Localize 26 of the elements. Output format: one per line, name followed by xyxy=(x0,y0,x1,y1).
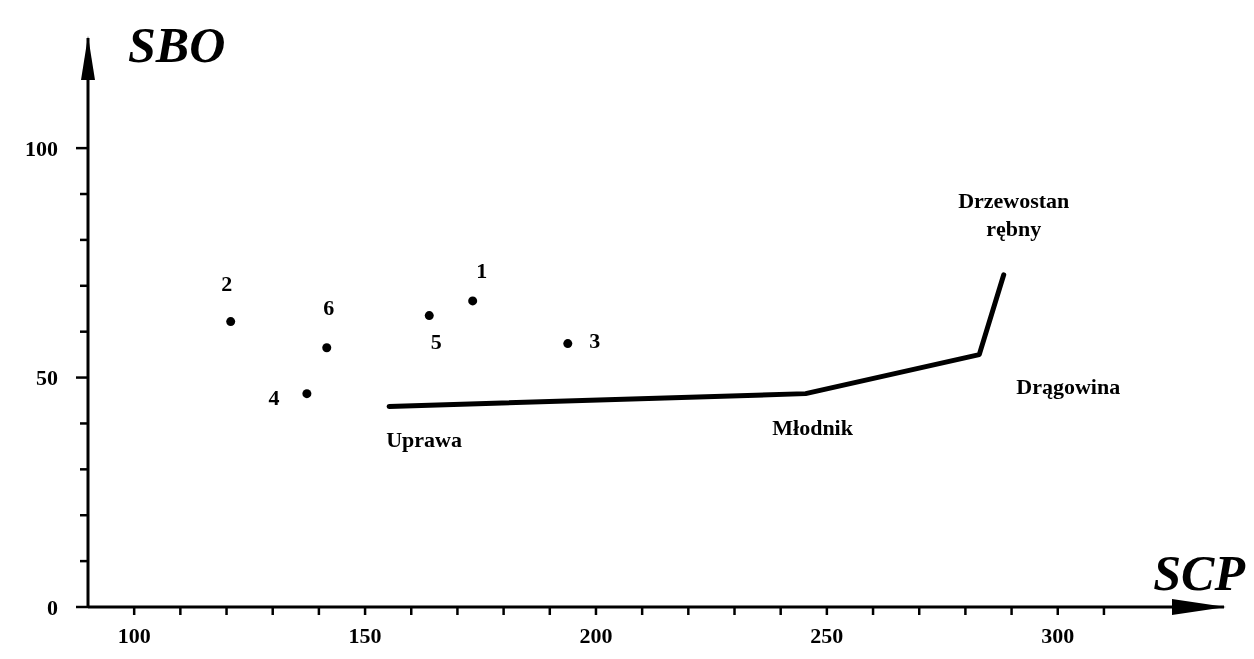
annotation: 6 xyxy=(323,295,335,321)
annotation: Uprawa xyxy=(386,427,462,453)
point xyxy=(322,343,332,353)
annotation: 1 xyxy=(476,257,488,283)
annotation: 4 xyxy=(268,385,280,411)
x-tick-label: 200 xyxy=(579,623,613,648)
y-tick-label: 100 xyxy=(25,135,58,161)
point xyxy=(424,311,434,321)
x-tick-label: 250 xyxy=(810,623,844,648)
point xyxy=(226,317,236,327)
annotation: Drągowina xyxy=(1016,374,1121,400)
y-tick-label: 0 xyxy=(47,594,58,620)
point xyxy=(468,296,478,306)
point xyxy=(563,339,573,349)
x-axis-title: SCP xyxy=(1153,545,1246,601)
annotation: Młodnik xyxy=(772,415,854,441)
annotation: 3 xyxy=(589,328,601,354)
annotation: Drzewostan rębny xyxy=(958,188,1070,242)
x-tick-label: 100 xyxy=(117,623,151,648)
y-tick-label: 50 xyxy=(36,365,58,391)
point xyxy=(302,389,312,399)
annotation: 2 xyxy=(221,271,233,297)
x-tick-label: 150 xyxy=(348,623,382,648)
annotation: 5 xyxy=(430,329,442,355)
y-axis-title: SBO xyxy=(128,17,226,73)
x-tick-label: 300 xyxy=(1041,623,1075,648)
